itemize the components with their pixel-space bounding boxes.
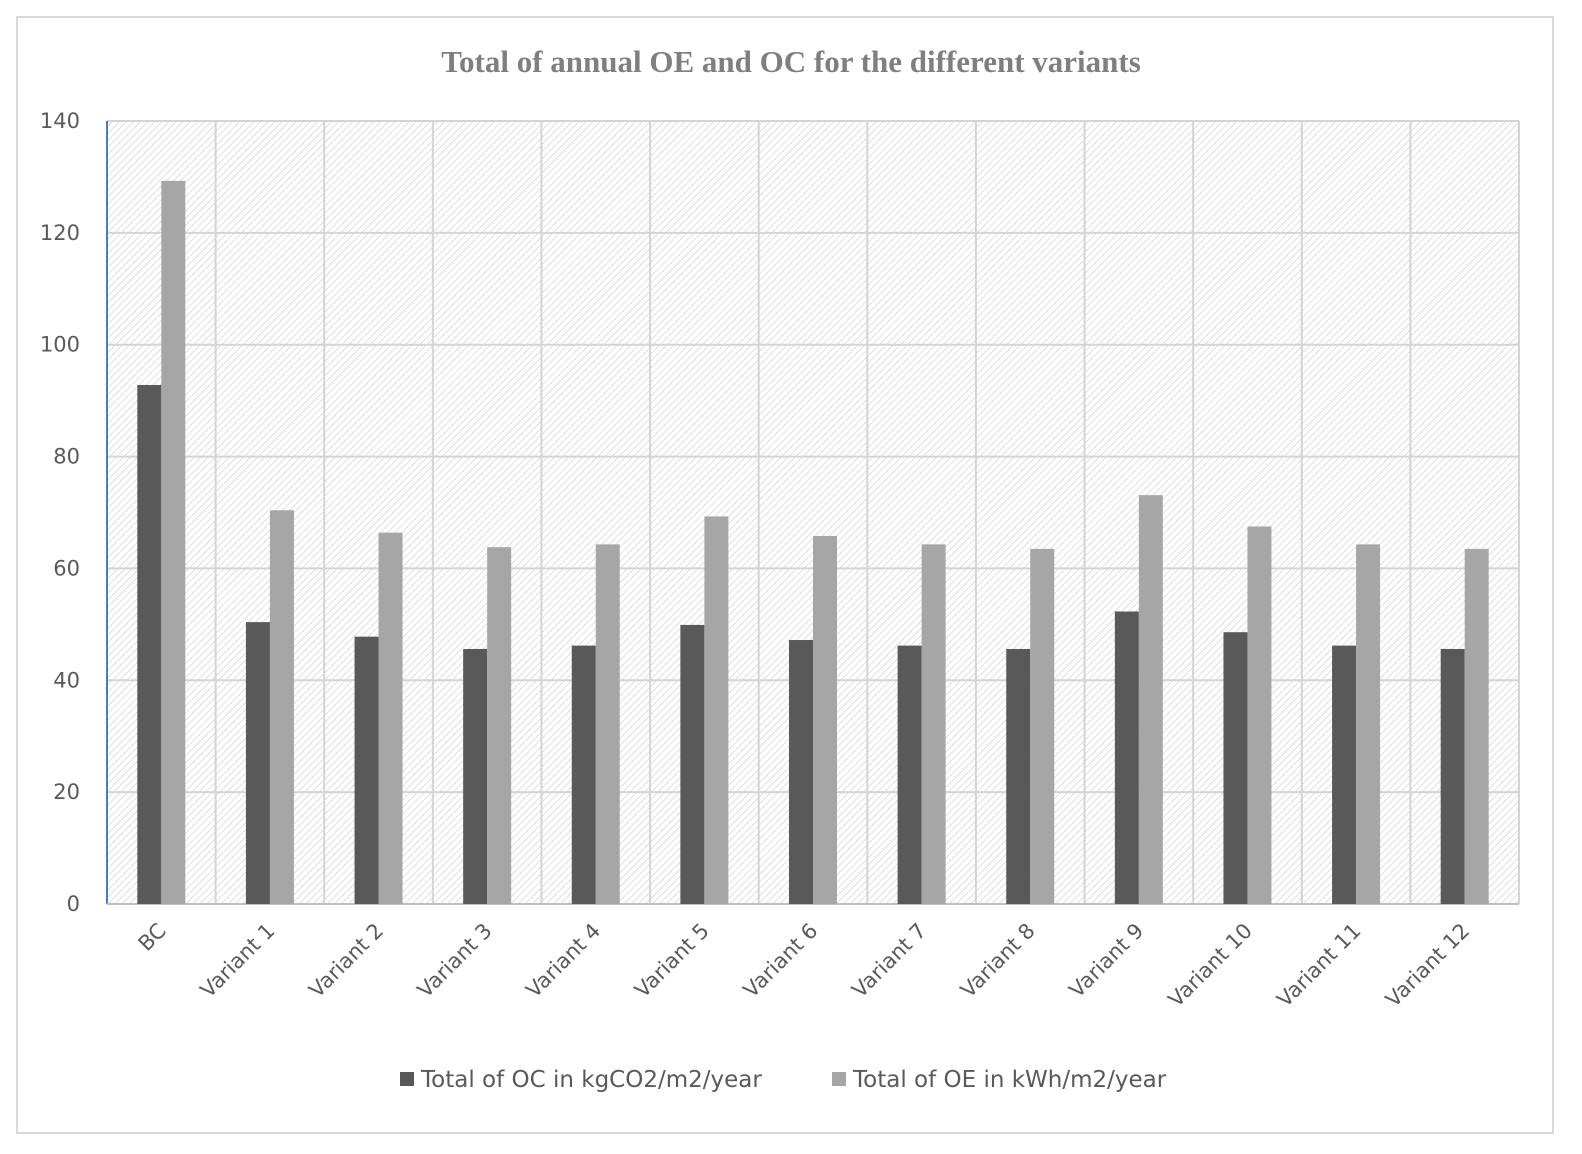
bar-oe <box>813 535 837 904</box>
legend-swatch <box>400 1072 414 1086</box>
bar-oe <box>487 547 512 904</box>
legend-label: Total of OC in kgCO2/m2/year <box>420 1067 762 1093</box>
bar-oc <box>1006 648 1031 904</box>
bar-oc <box>245 622 270 904</box>
bar-oe <box>595 544 620 904</box>
bar-oe <box>1464 548 1489 904</box>
bar-oc <box>571 645 596 904</box>
legend-swatch <box>832 1072 846 1086</box>
x-tick-label: Variant 4 <box>521 919 605 1003</box>
bar-oe <box>161 180 186 904</box>
y-tick-label: 100 <box>40 333 80 357</box>
x-tick-label: Variant 3 <box>413 919 497 1003</box>
y-tick-label: 140 <box>40 109 80 133</box>
x-tick-label: Variant 11 <box>1272 919 1365 1012</box>
y-tick-label: 40 <box>53 668 80 692</box>
bar-oc <box>680 624 705 904</box>
x-tick-label: Variant 12 <box>1381 919 1474 1012</box>
y-tick-label: 20 <box>53 780 80 804</box>
x-tick-label: BC <box>134 919 171 956</box>
x-tick-label: Variant 9 <box>1065 919 1149 1003</box>
x-tick-label: Variant 8 <box>956 919 1040 1003</box>
bar-oe <box>921 544 946 904</box>
bar-oc <box>789 640 813 904</box>
y-tick-label: 60 <box>53 556 80 580</box>
x-tick-label: Variant 6 <box>739 919 823 1003</box>
chart-title: Total of annual OE and OC for the differ… <box>441 44 1141 79</box>
y-tick-label: 80 <box>53 445 80 469</box>
y-tick-labels: 0 20 40 60 80 100 120 140 <box>40 109 80 916</box>
bar-oe <box>1356 544 1381 904</box>
bar-oc <box>1332 645 1357 904</box>
bar-oc <box>137 384 162 904</box>
x-tick-label: Variant 1 <box>196 919 280 1003</box>
bar-oc <box>897 645 922 904</box>
x-tick-labels: BC Variant 1 Variant 2 Variant 3 Variant 4 Va… <box>134 919 1475 1012</box>
x-tick-label: Variant 2 <box>304 919 388 1003</box>
bars <box>137 180 1489 904</box>
y-tick-label: 0 <box>67 892 80 916</box>
bar-oe <box>1030 548 1055 904</box>
bar-oe <box>378 532 403 904</box>
x-tick-label: Variant 7 <box>847 919 931 1003</box>
bar-oe <box>269 510 294 904</box>
grid-layer <box>106 120 1520 905</box>
x-tick-label: Variant 10 <box>1164 919 1257 1012</box>
y-tick-label: 120 <box>40 221 80 245</box>
x-tick-label: Variant 5 <box>630 919 714 1003</box>
legend-label: Total of OE in kWh/m2/year <box>852 1067 1167 1093</box>
bar-oc <box>1223 632 1248 904</box>
legend: Total of OC in kgCO2/m2/year Total of OE … <box>400 1067 1167 1093</box>
bar-oc <box>354 636 379 904</box>
bar-oc <box>463 648 488 904</box>
bar-oe <box>1138 495 1163 904</box>
bar-oe <box>1247 526 1272 904</box>
bar-oc <box>1114 611 1139 904</box>
bar-oc <box>1440 648 1465 904</box>
bar-oe <box>704 516 729 904</box>
